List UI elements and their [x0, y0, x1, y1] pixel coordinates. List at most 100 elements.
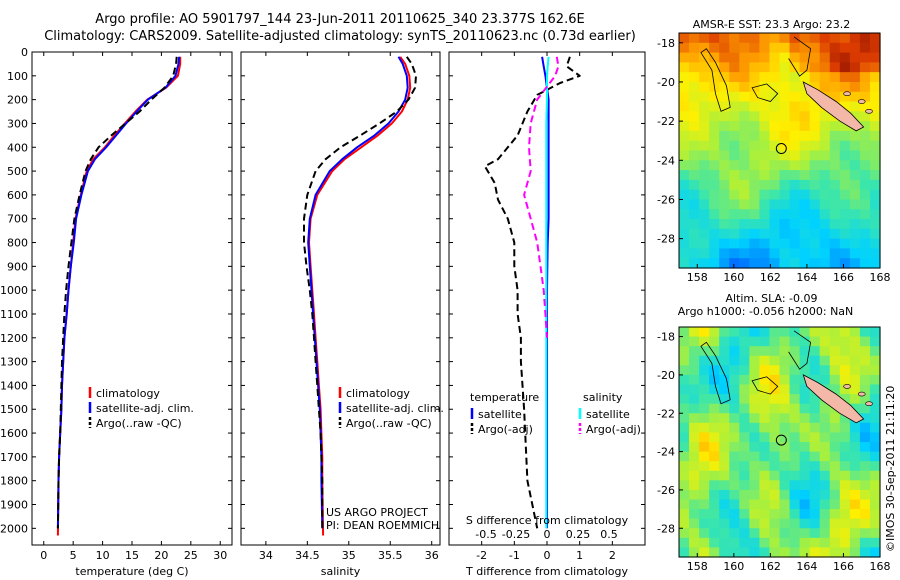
map-cell	[699, 81, 710, 93]
map-cell	[809, 499, 821, 510]
map-cell	[819, 209, 831, 220]
y-tick-label: 500	[7, 165, 28, 178]
map-cell	[759, 374, 771, 386]
map-cell	[859, 81, 871, 93]
map-cell	[849, 199, 861, 210]
map-cell	[839, 101, 851, 112]
map-cell	[729, 537, 740, 549]
map-cell	[749, 489, 760, 501]
map-cell	[859, 442, 871, 453]
map-cell	[799, 327, 811, 338]
map-cell	[849, 442, 861, 453]
map-cell	[869, 432, 881, 443]
map-cell	[779, 346, 791, 357]
map-cell	[709, 336, 720, 347]
map-cell	[759, 528, 771, 539]
map-cell	[699, 384, 710, 395]
map-cell	[859, 199, 871, 210]
map-cell	[869, 461, 881, 472]
map-cell	[689, 461, 700, 472]
legend-label: Argo(-adj)	[586, 423, 641, 436]
map-cell	[859, 365, 871, 376]
map-cell	[839, 489, 851, 501]
legend-label: satellite-adj. clim.	[96, 402, 194, 415]
island-loyalty	[857, 99, 866, 104]
map-cell	[789, 489, 801, 501]
y-tick-label: -22	[657, 115, 675, 128]
map-cell	[699, 101, 710, 112]
map-cell	[839, 81, 851, 93]
map-cell	[809, 101, 821, 112]
map-cell	[709, 160, 720, 171]
map-cell	[709, 480, 720, 491]
map-cell	[819, 72, 831, 83]
map-cell	[769, 72, 781, 83]
map-cell	[789, 327, 801, 338]
map-cell	[809, 140, 821, 152]
map-cell	[709, 394, 720, 405]
map-cell	[819, 52, 831, 63]
map-frame	[678, 326, 881, 558]
map-cell	[739, 365, 750, 376]
map-cell	[809, 336, 821, 347]
map-cell	[719, 258, 730, 269]
map-cell	[839, 238, 851, 250]
map-cell	[789, 209, 801, 220]
top-axis-label: S difference from climatology	[466, 514, 629, 527]
bathy-contour	[788, 36, 812, 77]
map-cell	[789, 150, 801, 161]
map-cell	[799, 130, 811, 142]
map-cell	[719, 518, 730, 529]
map-cell	[859, 111, 871, 122]
map-cell	[849, 365, 861, 376]
map-cell	[849, 238, 861, 250]
map-cell	[819, 81, 831, 93]
map-cell	[829, 72, 841, 83]
map-cell	[719, 209, 730, 220]
map-cell	[699, 537, 710, 549]
map-cell	[799, 403, 811, 414]
map-cell	[699, 170, 710, 181]
map-cell	[699, 461, 710, 472]
map-cell	[759, 432, 771, 443]
map-cell	[789, 121, 801, 132]
map-cell	[869, 219, 881, 230]
map-cell	[779, 130, 791, 142]
map-cell	[799, 160, 811, 171]
map-frame	[678, 32, 881, 269]
map-cell	[869, 248, 881, 259]
map-cell	[739, 91, 750, 103]
map-cell	[689, 470, 700, 481]
map-cell	[749, 547, 760, 558]
map-cell	[729, 199, 740, 210]
map-color-field	[679, 327, 881, 558]
map-cell	[739, 199, 750, 210]
map-cell	[849, 422, 861, 434]
map-cell	[739, 422, 750, 434]
map-cell	[749, 238, 760, 250]
map-cell	[859, 461, 871, 472]
map-cell	[719, 346, 730, 357]
map-cell	[759, 42, 771, 54]
map-cell	[769, 336, 781, 347]
map-cell	[869, 374, 881, 386]
map-cell	[849, 384, 861, 395]
map-cell	[769, 346, 781, 357]
map-cell	[769, 121, 781, 132]
map-cell	[729, 160, 740, 171]
map-cell	[839, 140, 851, 152]
map-cell	[699, 509, 710, 520]
map-cell	[719, 499, 730, 510]
map-cell	[799, 518, 811, 529]
map-cell	[869, 403, 881, 414]
map-cell	[719, 81, 730, 93]
map-cell	[759, 228, 771, 240]
map-cell	[729, 413, 740, 424]
map-cell	[819, 489, 831, 501]
map-cell	[799, 101, 811, 112]
map-cell	[849, 150, 861, 161]
map-cell	[749, 499, 760, 510]
map-cell	[709, 451, 720, 462]
map-cell	[729, 374, 740, 386]
map-cell	[769, 52, 781, 63]
